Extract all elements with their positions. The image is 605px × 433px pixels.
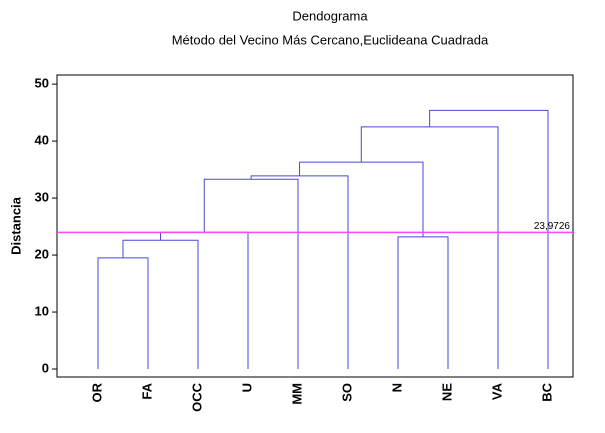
y-tick-label: 10 [35,303,49,318]
leaf-label: FA [139,382,154,399]
dendrogram-link [397,236,449,370]
leaf-label: N [389,383,404,392]
dendrogram-link [203,178,299,370]
leaf-label: BC [539,382,554,401]
y-tick-label: 30 [35,190,49,205]
leaf-label: OR [89,382,104,402]
dendrogram-link [360,126,499,370]
dendrogram-link [160,231,249,370]
dendrogram-link [122,239,199,370]
dendrogram-link [250,175,349,370]
dendrogram-link [97,257,149,370]
leaf-label: MM [289,383,304,405]
leaf-label: OCC [189,382,204,412]
dendrogram-link [299,161,424,237]
y-axis-label: Distancia [8,196,23,255]
plot-frame [56,74,574,378]
dendrogram-link [429,109,549,370]
leaf-label: VA [489,382,504,400]
leaf-label: NE [439,383,454,401]
chart-subtitle: Método del Vecino Más Cercano,Euclideana… [172,32,489,47]
y-tick-label: 40 [35,133,49,148]
chart-title: Dendograma [292,8,368,23]
y-tick-label: 20 [35,246,49,261]
y-tick-label: 50 [35,76,49,91]
y-tick-label: 0 [42,360,49,375]
leaf-label: U [239,383,254,392]
leaf-label: SO [339,383,354,402]
cutoff-label: 23,9726 [534,221,571,232]
